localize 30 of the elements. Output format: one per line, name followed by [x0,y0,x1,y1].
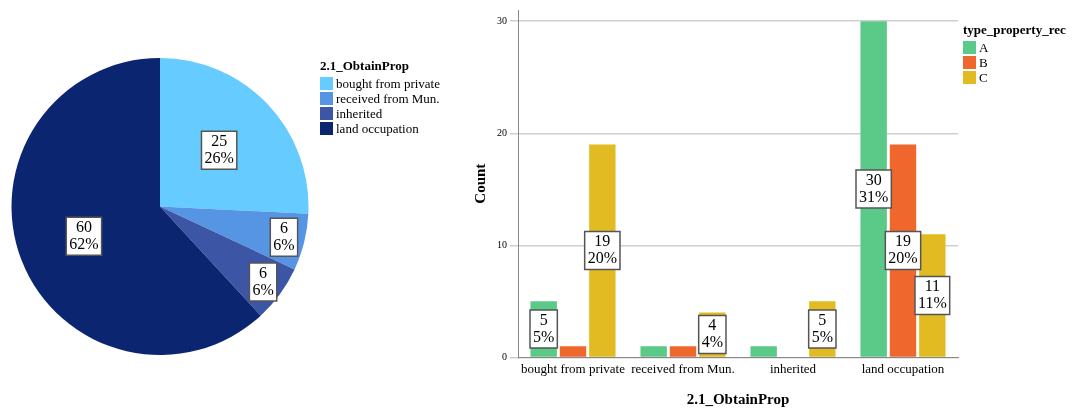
legend-label: C [979,70,988,85]
legend-title: 2.1_ObtainProp [320,58,410,74]
data-label: 19 20% [587,232,617,267]
x-tick-label: inherited [769,360,817,376]
legend-label: land occupation [336,121,419,136]
data-label: 5 5% [811,310,833,345]
y-tick-label: 30 [497,14,507,26]
data-label: 11 11% [917,277,947,312]
data-label: 6 6% [252,263,274,298]
data-label: 25 26% [204,131,234,166]
data-label: 4 4% [701,316,723,351]
data-label: 30 31% [859,170,889,205]
y-tick-label: 0 [502,351,507,363]
x-tick-label: received from Mun. [631,360,735,376]
y-tick-label: 10 [497,238,507,250]
legend-label: received from Mun. [336,91,440,106]
x-tick-label: land occupation [861,360,945,376]
legend-label: bought from private [336,76,440,91]
data-label: 19 20% [888,232,918,267]
data-label: 6 6% [273,218,295,253]
data-label: 60 62% [69,217,99,252]
legend-title: type_property_rec [963,22,1067,38]
data-label: 5 5% [533,310,555,345]
legend-label: B [979,55,988,70]
legend-label: A [979,40,989,55]
y-tick-label: 20 [497,126,507,138]
x-axis-title: 2.1_ObtainProp [686,390,790,407]
x-tick-label: bought from private [521,360,626,376]
legend-label: inherited [336,106,383,121]
y-axis-title: Count [471,163,488,204]
